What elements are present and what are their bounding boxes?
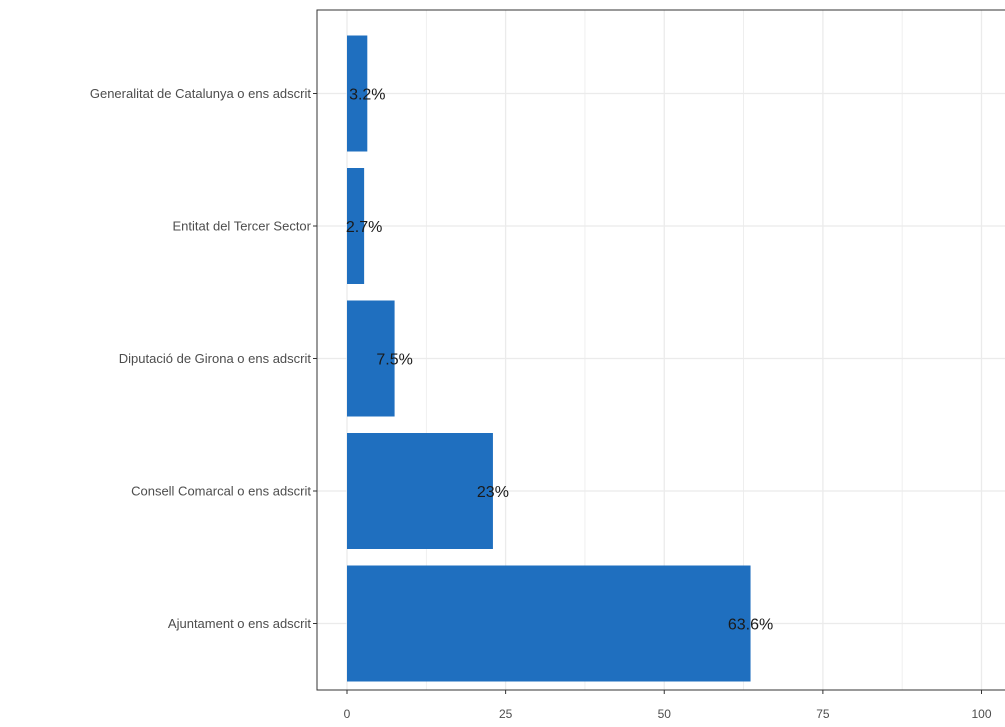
data-labels: 3.2% 2.7% 7.5% 23% 63.6% xyxy=(346,87,773,634)
data-label: 7.5% xyxy=(376,352,412,369)
bars xyxy=(347,35,751,682)
x-tick-label: 100 xyxy=(971,707,991,721)
bar-5 xyxy=(347,565,751,682)
bar-2 xyxy=(347,168,365,284)
bar-4 xyxy=(347,433,493,549)
y-tick-label: Consell Comarcal o ens adscrit xyxy=(131,484,311,499)
x-tick-label: 75 xyxy=(816,707,830,721)
data-label: 23% xyxy=(477,484,509,501)
axes: Generalitat de Catalunya o ens adscrit En… xyxy=(90,9,1005,721)
bar-1 xyxy=(347,35,368,152)
data-label: 63.6% xyxy=(728,617,773,634)
y-tick-label: Ajuntament o ens adscrit xyxy=(168,616,311,631)
x-tick-label: 25 xyxy=(499,707,513,721)
y-tick-label: Entitat del Tercer Sector xyxy=(173,219,312,234)
y-tick-label: Generalitat de Catalunya o ens adscrit xyxy=(90,86,312,101)
x-tick-label: 50 xyxy=(658,707,672,721)
data-label: 3.2% xyxy=(349,87,385,104)
data-label: 2.7% xyxy=(346,219,382,236)
x-tick-label: 0 xyxy=(344,707,351,721)
y-tick-label: Diputació de Girona o ens adscrit xyxy=(119,351,312,366)
bar-3 xyxy=(347,300,395,417)
panel-border xyxy=(316,9,1005,691)
